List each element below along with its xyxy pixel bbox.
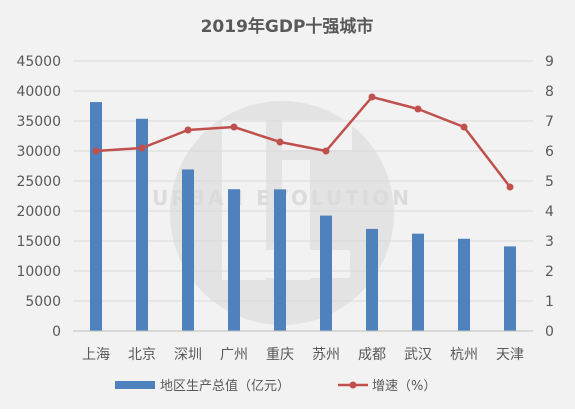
y-left-tick-label: 10000 xyxy=(16,264,61,280)
x-tick-label: 武汉 xyxy=(404,347,432,363)
x-tick-label: 杭州 xyxy=(450,347,478,363)
legend-line-marker xyxy=(349,381,357,389)
bar xyxy=(136,118,148,331)
bar xyxy=(458,238,470,331)
legend-bar-swatch xyxy=(115,381,155,389)
x-tick-label: 重庆 xyxy=(266,347,294,363)
chart-title: 2019年GDP十强城市 xyxy=(201,16,374,37)
bar xyxy=(504,246,516,331)
line-point xyxy=(460,123,468,131)
y-left-tick-label: 20000 xyxy=(16,204,61,220)
y-right-tick-label: 0 xyxy=(545,324,554,340)
line-point xyxy=(184,126,192,134)
line-point xyxy=(506,183,514,191)
bar xyxy=(182,169,194,331)
legend: 地区生产总值（亿元） 增速（%） xyxy=(115,378,436,394)
y-right-tick-label: 2 xyxy=(545,264,554,280)
bar xyxy=(90,102,102,331)
legend-line-label: 增速（%） xyxy=(372,379,436,394)
bar xyxy=(274,189,286,331)
bar-series xyxy=(90,102,516,331)
line-point xyxy=(276,138,284,146)
y-left-tick-label: 25000 xyxy=(16,174,61,190)
y-right-tick-label: 4 xyxy=(545,204,554,220)
x-tick-label: 天津 xyxy=(496,347,524,363)
y-right-tick-label: 9 xyxy=(545,54,554,70)
x-tick-label: 成都 xyxy=(358,347,386,363)
x-tick-label: 苏州 xyxy=(312,347,340,363)
line-series xyxy=(92,93,514,191)
bar xyxy=(228,189,240,331)
y-left-tick-label: 35000 xyxy=(16,114,61,130)
y-right-tick-label: 3 xyxy=(545,234,554,250)
y-left-tick-label: 30000 xyxy=(16,144,61,160)
y-left-tick-label: 40000 xyxy=(16,84,61,100)
y-left-tick-label: 5000 xyxy=(25,294,61,310)
line-point xyxy=(368,93,376,101)
y-right-tick-label: 5 xyxy=(545,174,554,190)
y-left-tick-label: 15000 xyxy=(16,234,61,250)
y-right-tick-label: 6 xyxy=(545,144,554,160)
legend-bar-label: 地区生产总值（亿元） xyxy=(160,378,290,394)
y-left-tick-label: 45000 xyxy=(16,54,61,70)
bar xyxy=(320,215,332,331)
x-tick-label: 上海 xyxy=(82,347,110,363)
line-point xyxy=(138,144,146,152)
line-point xyxy=(322,147,330,155)
y-right-tick-label: 1 xyxy=(545,294,554,310)
x-tick-label: 北京 xyxy=(128,347,156,363)
line-point xyxy=(230,123,238,131)
x-axis: 上海 北京 深圳 广州 重庆 苏州 成都 武汉 杭州 天津 xyxy=(73,330,533,363)
line-point xyxy=(414,105,422,113)
series-line xyxy=(95,95,511,188)
x-tick-label: 深圳 xyxy=(174,347,202,363)
line-point xyxy=(92,147,100,155)
y-axis-left: 0 5000 10000 15000 20000 25000 30000 35000 40000… xyxy=(16,54,61,340)
y-left-tick-label: 0 xyxy=(52,324,61,340)
y-axis-right: 0 1 2 3 4 5 6 7 8 9 xyxy=(545,54,554,340)
x-tick-label: 广州 xyxy=(220,347,248,363)
bar xyxy=(412,233,424,331)
bar xyxy=(366,228,378,331)
y-right-tick-label: 8 xyxy=(545,84,554,100)
y-right-tick-label: 7 xyxy=(545,114,554,130)
